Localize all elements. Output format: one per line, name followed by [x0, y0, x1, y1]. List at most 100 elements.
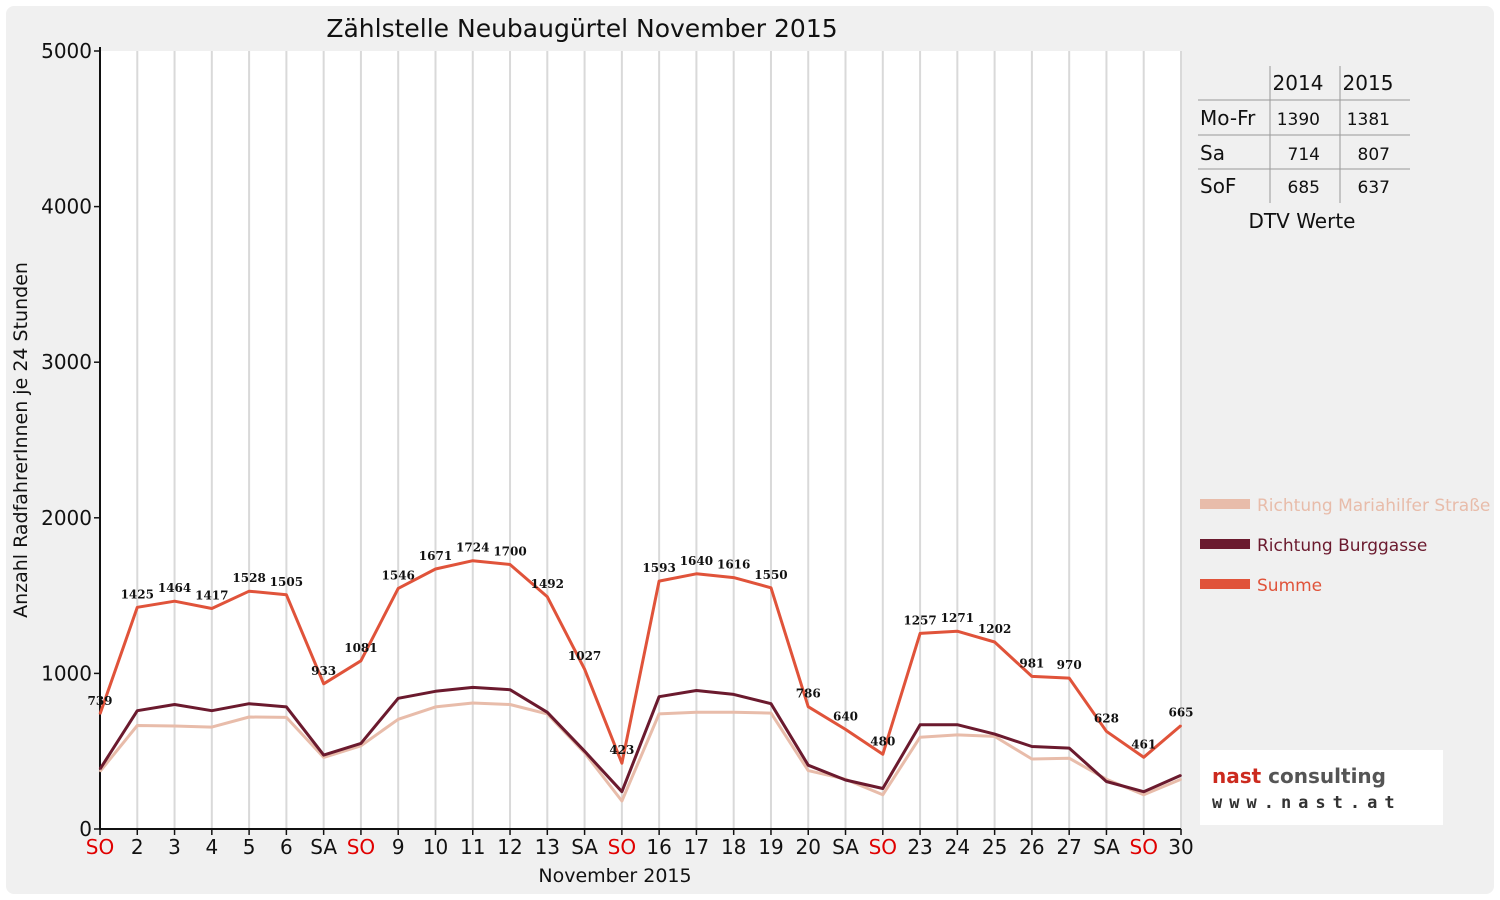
y-axis-title: Anzahl RadfahrerInnen je 24 Stunden: [10, 262, 32, 618]
series-2-point: [322, 683, 325, 685]
series-1-point: [919, 723, 921, 726]
x-tick-label: 17: [684, 835, 709, 859]
series-2-point: [211, 607, 213, 610]
data-label: 933: [311, 664, 336, 678]
series-2-point: [881, 753, 884, 756]
x-tick-label: 3: [168, 835, 181, 859]
x-tick-label: 19: [758, 835, 783, 859]
x-tick-label: 10: [423, 835, 448, 859]
data-label: 786: [796, 687, 821, 701]
series-0-point: [732, 711, 735, 714]
series-0-point: [956, 734, 959, 736]
data-label: 1700: [493, 544, 526, 558]
x-tick-label: 20: [796, 835, 821, 859]
series-2-point: [1068, 677, 1070, 679]
dtv-cell-sof-2015: 637: [1358, 178, 1390, 198]
chart-legend: Richtung Mariahilfer Straße Richtung Burg…: [1200, 496, 1490, 596]
series-0-point: [1068, 757, 1070, 760]
y-tick-label: 0: [79, 817, 92, 841]
x-tick-label: 5: [243, 835, 256, 859]
series-0-point: [621, 800, 623, 802]
series-0-point: [919, 736, 921, 738]
series-1-point: [1068, 747, 1070, 749]
y-tick-label: 2000: [41, 506, 92, 530]
x-tick-label: 2: [131, 835, 144, 859]
x-tick-label: 16: [646, 835, 671, 859]
data-label: 461: [1131, 737, 1156, 751]
series-0-point: [509, 703, 511, 706]
series-1-point: [99, 768, 101, 770]
series-1-point: [285, 706, 288, 708]
x-tick-label: 6: [280, 835, 293, 859]
series-0-point: [360, 744, 362, 747]
series-2-point: [285, 594, 288, 596]
x-tick-label: 11: [460, 835, 485, 859]
dtv-cell-mofr-2015: 1381: [1347, 110, 1390, 130]
x-tick-label: 25: [982, 835, 1007, 859]
y-tick-label: 5000: [41, 39, 92, 63]
series-0-point: [434, 706, 437, 708]
legend-swatch: [1200, 579, 1250, 589]
series-layer: [98, 559, 1182, 803]
series-2-point: [919, 632, 921, 635]
series-0-point: [136, 724, 139, 727]
legend-label: Richtung Mariahilfer Straße: [1257, 496, 1490, 516]
series-1-point: [322, 754, 325, 756]
series-1-point: [881, 787, 884, 790]
series-0-point: [173, 725, 176, 727]
series-2-point: [471, 559, 474, 562]
series-2-point: [1105, 730, 1108, 733]
dtv-header-2014: 2014: [1273, 71, 1324, 95]
data-label: 739: [87, 694, 112, 708]
data-label: 1593: [642, 561, 675, 575]
series-1-point: [1180, 774, 1182, 777]
series-1-point: [844, 779, 847, 781]
series-1-point: [136, 709, 139, 712]
series-0-point: [1031, 758, 1033, 760]
series-1-point: [173, 703, 176, 706]
series-1-point: [248, 702, 250, 705]
x-tick-label: SO: [86, 835, 114, 859]
data-label: 628: [1094, 711, 1119, 725]
series-2-point: [509, 563, 511, 566]
data-label: 1257: [903, 613, 936, 627]
data-label: 1081: [344, 641, 377, 655]
series-0-point: [807, 769, 810, 772]
data-label: 1027: [568, 649, 601, 663]
y-tick-label: 4000: [41, 195, 92, 219]
x-tick-label: SA: [310, 835, 337, 859]
series-2-point: [732, 576, 735, 579]
data-label: 1202: [978, 622, 1011, 636]
x-tick-label: 18: [721, 835, 746, 859]
x-tick-label: SO: [347, 835, 375, 859]
series-1-point: [360, 742, 362, 745]
series-2-point: [770, 587, 772, 589]
series-1-point: [397, 697, 400, 700]
series-1-point: [546, 711, 549, 714]
series-1-point: [956, 723, 959, 726]
data-label: 1417: [195, 589, 228, 603]
data-label: 1492: [531, 577, 564, 591]
series-2-point: [434, 568, 437, 570]
x-tick-label: SO: [1130, 835, 1158, 859]
series-2-point: [695, 573, 698, 575]
series-1-point: [695, 689, 698, 692]
data-label: 1640: [680, 554, 713, 568]
series-1-point: [583, 750, 586, 752]
series-2-point: [248, 590, 250, 593]
y-tick-label: 1000: [41, 661, 92, 685]
series-0-point: [322, 756, 325, 759]
legend-label: Richtung Burggasse: [1257, 536, 1427, 556]
data-label: 1671: [419, 549, 452, 563]
data-label: 1616: [717, 558, 750, 572]
series-2-point: [360, 659, 362, 662]
data-label-layer: 739 1425 1464 1417 1528 1505 933 1081 1546 1671 17…: [87, 541, 1193, 757]
logo: nast consulting www.nast.at: [1200, 750, 1443, 825]
data-label: 1724: [456, 541, 489, 555]
legend-label: Summe: [1257, 576, 1322, 596]
series-1-point: [434, 690, 437, 693]
series-1-point: [1105, 780, 1108, 783]
data-label: 1550: [754, 568, 787, 582]
data-label: 423: [609, 743, 634, 757]
series-2-point: [844, 728, 847, 731]
